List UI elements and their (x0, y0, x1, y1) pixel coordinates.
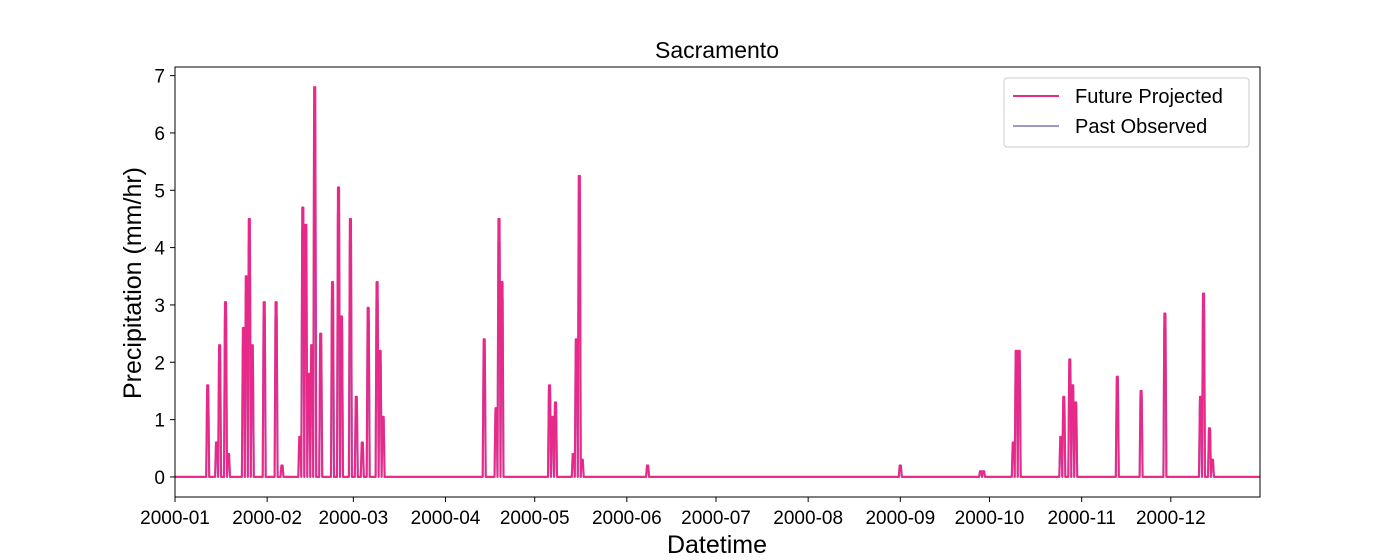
y-axis: 0 1 2 3 4 5 6 7 (154, 67, 175, 489)
legend-box (1003, 77, 1250, 148)
x-tick-label: 2000-07 (681, 508, 751, 529)
plot-area (174, 66, 1261, 498)
y-tick-label: 1 (154, 411, 165, 432)
y-tick-label: 3 (154, 296, 165, 317)
y-tick-label: 4 (154, 239, 165, 260)
y-tick-label: 5 (154, 181, 165, 202)
chart-title: Sacramento (655, 37, 779, 63)
x-tick-label: 2000-08 (773, 508, 843, 529)
y-axis-title: Precipitation (mm/hr) (119, 167, 147, 399)
x-tick-label: 2000-02 (232, 508, 302, 529)
y-tick-label: 2 (154, 353, 165, 374)
y-tick-label: 6 (154, 124, 165, 145)
x-tick-label: 2000-05 (500, 508, 570, 529)
x-tick-label: 2000-10 (955, 508, 1025, 529)
x-tick-label: 2000-03 (318, 508, 388, 529)
x-axis-title: Datetime (667, 531, 767, 559)
y-tick-label: 0 (154, 468, 165, 489)
x-tick-label: 2000-11 (1047, 508, 1115, 529)
x-axis: 2000-01 2000-02 2000-03 2000-04 2000-05 2000-… (140, 497, 1206, 529)
x-tick-label: 2000-09 (865, 508, 935, 529)
legend-label-future-projected: Future Projected (1075, 86, 1223, 108)
x-tick-label: 2000-04 (411, 508, 481, 529)
x-tick-label: 2000-06 (592, 508, 662, 529)
x-tick-label: 2000-01 (140, 508, 210, 529)
legend: Future Projected Past Observed (1003, 77, 1250, 148)
plot-frame (174, 66, 1261, 498)
x-tick-label: 2000-12 (1136, 508, 1206, 529)
y-tick-label: 7 (154, 67, 165, 88)
legend-label-past-observed: Past Observed (1075, 116, 1207, 138)
series-line-future-projected (175, 86, 1260, 478)
